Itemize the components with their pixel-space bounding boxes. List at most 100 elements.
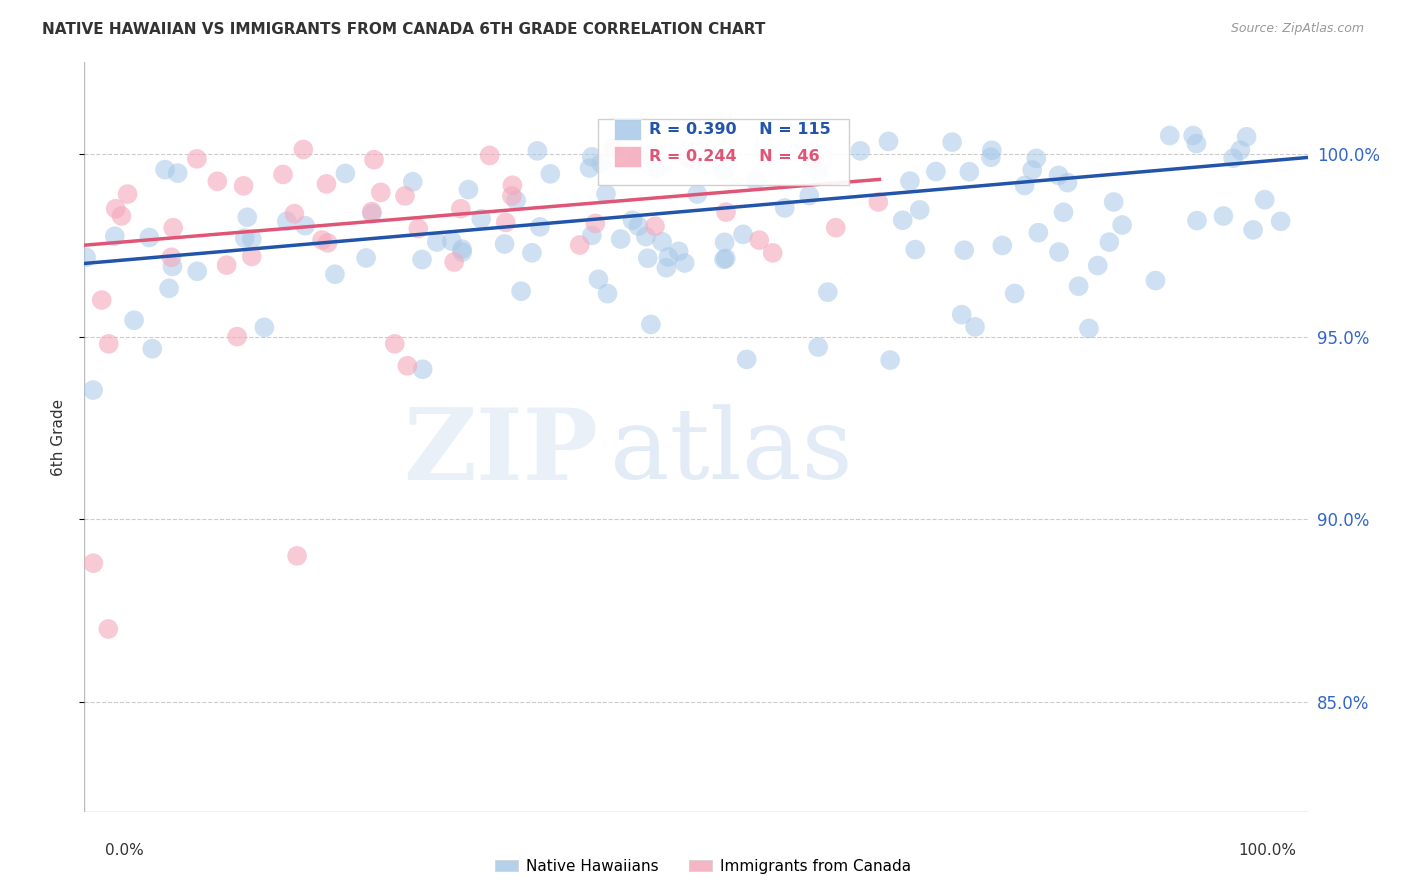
Point [162,220,184,235]
Point [589,156,612,170]
Point [495,215,517,229]
Point [627,219,650,233]
Point [713,235,735,250]
Point [645,161,668,175]
Point [501,178,523,193]
Point [1229,143,1251,157]
Point [1052,205,1074,219]
Point [773,201,796,215]
Point [1004,286,1026,301]
Point [568,238,591,252]
Point [980,144,1002,158]
Point [714,205,737,219]
Point [879,353,901,368]
Point [731,227,754,242]
Point [215,258,238,272]
Point [1182,128,1205,143]
Point [104,229,127,244]
FancyBboxPatch shape [614,146,641,168]
Point [1047,245,1070,260]
Point [104,202,127,216]
Point [877,134,900,148]
Point [602,142,624,156]
Point [621,213,644,227]
Point [276,214,298,228]
Point [450,202,472,216]
FancyBboxPatch shape [598,119,849,185]
Point [236,211,259,225]
Point [316,235,339,250]
Point [443,255,465,269]
Point [1270,214,1292,228]
Point [117,187,139,202]
Point [402,175,425,189]
Point [501,189,523,203]
Point [110,209,132,223]
Point [354,251,377,265]
Point [311,233,333,247]
Point [637,251,659,265]
Point [292,143,315,157]
Point [744,173,766,187]
Point [315,177,337,191]
Point [1047,169,1070,183]
Point [370,186,392,200]
Point [1014,178,1036,193]
Point [283,207,305,221]
Point [807,340,830,354]
Point [226,329,249,343]
Point [595,186,617,201]
Point [898,174,921,188]
Text: ZIP: ZIP [404,403,598,500]
Point [588,272,610,286]
Point [965,319,987,334]
Text: R = 0.244    N = 46: R = 0.244 N = 46 [650,149,820,164]
Point [640,147,662,161]
Point [1241,223,1264,237]
Point [1254,193,1277,207]
Point [153,162,176,177]
Text: NATIVE HAWAIIAN VS IMMIGRANTS FROM CANADA 6TH GRADE CORRELATION CHART: NATIVE HAWAIIAN VS IMMIGRANTS FROM CANAD… [42,22,765,37]
Point [157,281,180,295]
Point [90,293,112,307]
Point [685,153,707,167]
Point [678,152,700,166]
Point [640,318,662,332]
Point [451,245,474,260]
Point [1159,128,1181,143]
Point [1025,152,1047,166]
Point [799,188,821,202]
Point [651,235,673,249]
Point [505,194,527,208]
Point [824,220,846,235]
Point [673,256,696,270]
Point [657,250,679,264]
Point [596,286,619,301]
Point [668,244,690,259]
Point [950,308,973,322]
Y-axis label: 6th Grade: 6th Grade [51,399,66,475]
Point [240,232,263,246]
Point [394,189,416,203]
Point [748,233,770,247]
Point [520,245,543,260]
Point [285,549,308,563]
Point [294,219,316,233]
Point [953,243,976,257]
Point [957,164,980,178]
Point [470,211,492,226]
Point [97,337,120,351]
Point [1102,194,1125,209]
Point [186,152,208,166]
Point [440,234,463,248]
Point [686,187,709,202]
Point [363,153,385,167]
Point [122,313,145,327]
Point [941,135,963,149]
Point [271,168,294,182]
Point [634,229,657,244]
Point [1212,209,1234,223]
Text: 100.0%: 100.0% [1239,843,1296,858]
Point [335,166,357,180]
Point [166,166,188,180]
